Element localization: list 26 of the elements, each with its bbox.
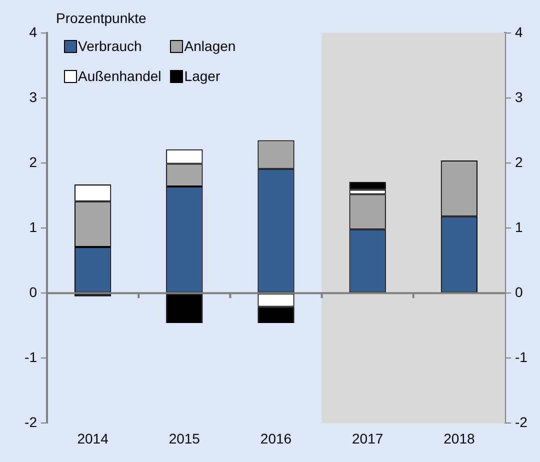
y-tick-label: -1 bbox=[24, 349, 38, 366]
bar bbox=[349, 182, 386, 190]
y-tick-label: 4 bbox=[29, 24, 38, 40]
y2-tick-label: 4 bbox=[515, 24, 523, 40]
legend-label: Außenhandel bbox=[78, 68, 162, 84]
y2-tick-label: 0 bbox=[515, 284, 523, 300]
x-tick-label: 2015 bbox=[168, 430, 200, 446]
x-tick-label: 2017 bbox=[352, 430, 384, 446]
x-tick-label: 2016 bbox=[260, 430, 292, 446]
y2-tick-label: 1 bbox=[515, 218, 523, 235]
x-tick-label: 2014 bbox=[77, 430, 109, 446]
y2-tick-label: -1 bbox=[515, 349, 528, 366]
y-tick-label: 2 bbox=[29, 154, 38, 170]
bar bbox=[166, 294, 203, 324]
x-tick-label: 2018 bbox=[444, 430, 475, 446]
legend-label: Anlagen bbox=[184, 38, 236, 54]
y2-tick-label: 2 bbox=[515, 154, 523, 170]
y-tick-label: 0 bbox=[29, 284, 38, 300]
y-tick-label: -2 bbox=[24, 414, 38, 430]
y-tick-label: 3 bbox=[29, 88, 38, 105]
y-tick-label: 1 bbox=[29, 218, 38, 235]
y2-tick-label: 3 bbox=[515, 88, 523, 105]
y2-tick-label: -2 bbox=[515, 414, 528, 430]
legend-label: Verbrauch bbox=[78, 38, 142, 54]
legend-label: Lager bbox=[184, 68, 220, 84]
y-axis-title: Prozentpunkte bbox=[56, 10, 146, 26]
